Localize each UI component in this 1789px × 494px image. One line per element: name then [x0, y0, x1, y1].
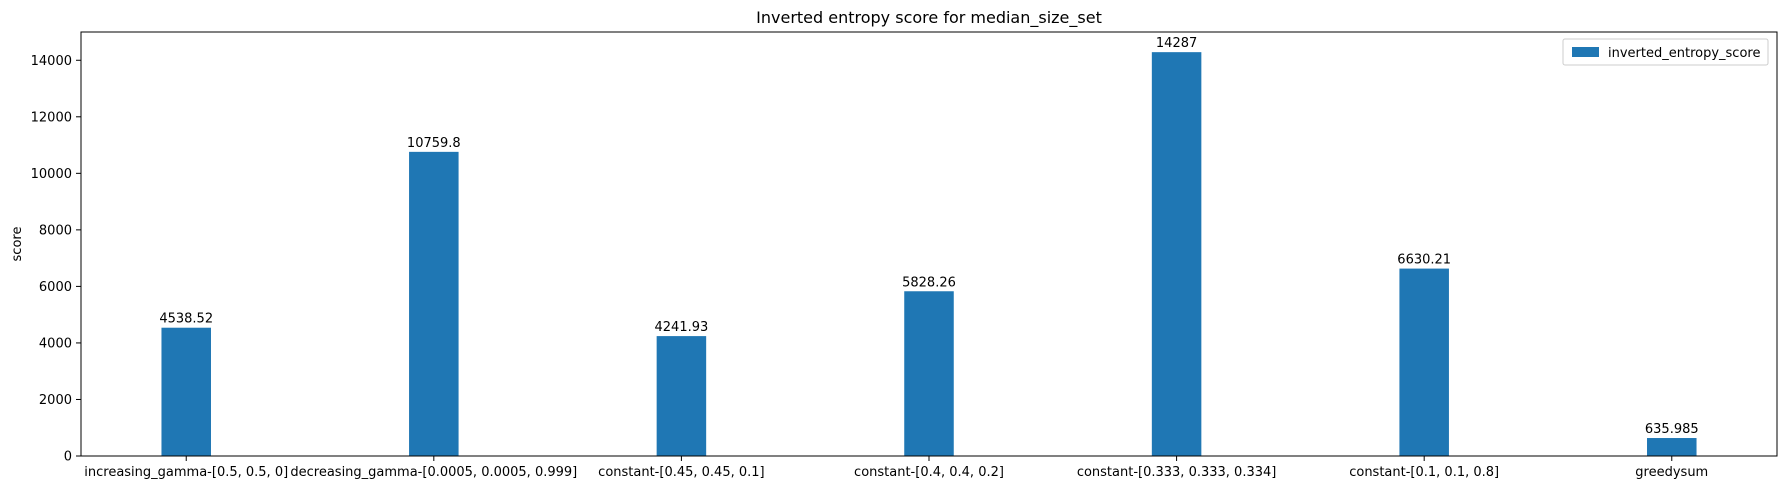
bar — [409, 151, 459, 456]
bar-value-label: 635.985 — [1645, 422, 1699, 437]
bar-value-label: 4538.52 — [159, 312, 213, 327]
y-tick-label: 0 — [64, 450, 72, 465]
legend: inverted_entropy_score — [1562, 38, 1769, 66]
x-tick-label: greedysum — [1635, 465, 1708, 480]
y-tick-label: 12000 — [31, 110, 72, 125]
y-tick-label: 10000 — [31, 167, 72, 182]
chart-title: Inverted entropy score for median_size_s… — [756, 8, 1102, 28]
plot-frame — [80, 31, 1778, 457]
bar-value-label: 10759.8 — [407, 136, 461, 151]
legend-box — [1562, 38, 1769, 66]
bar-value-label: 14287 — [1156, 36, 1197, 51]
y-axis-ticks: 0 2000 4000 6000 8000 10000 12000 14000 — [31, 54, 81, 465]
x-axis-ticks: increasing_gamma-[0.5, 0.5, 0] decreasing… — [84, 456, 1708, 480]
bar — [1647, 438, 1697, 456]
y-tick-label: 2000 — [39, 393, 72, 408]
x-tick-label: constant-[0.45, 0.45, 0.1] — [598, 465, 764, 480]
y-axis-label: score — [10, 227, 25, 262]
x-tick-label: decreasing_gamma-[0.0005, 0.0005, 0.999] — [290, 465, 577, 480]
bar — [904, 291, 954, 456]
y-tick-label: 6000 — [39, 280, 72, 295]
x-tick-label: increasing_gamma-[0.5, 0.5, 0] — [84, 465, 288, 480]
bar-value-label: 5828.26 — [902, 275, 956, 290]
x-tick-label: constant-[0.4, 0.4, 0.2] — [854, 465, 1004, 480]
bar — [1151, 52, 1202, 456]
x-tick-label: constant-[0.1, 0.1, 0.8] — [1349, 465, 1499, 480]
y-tick-label: 14000 — [31, 54, 72, 69]
bars-layer — [161, 52, 1697, 456]
bar — [656, 336, 707, 456]
y-tick-label: 8000 — [39, 223, 72, 238]
y-tick-label: 4000 — [39, 336, 72, 351]
bar-value-label: 6630.21 — [1397, 253, 1451, 268]
bar — [161, 327, 211, 456]
value-labels-layer: 4538.52 10759.8 4241.93 5828.26 14287 6630.21… — [159, 36, 1698, 437]
bar-value-label: 4241.93 — [655, 320, 709, 335]
x-tick-label: constant-[0.333, 0.333, 0.334] — [1077, 465, 1277, 480]
bar — [1399, 268, 1449, 456]
legend-swatch — [1572, 47, 1599, 57]
legend-label: inverted_entropy_score — [1608, 46, 1760, 61]
